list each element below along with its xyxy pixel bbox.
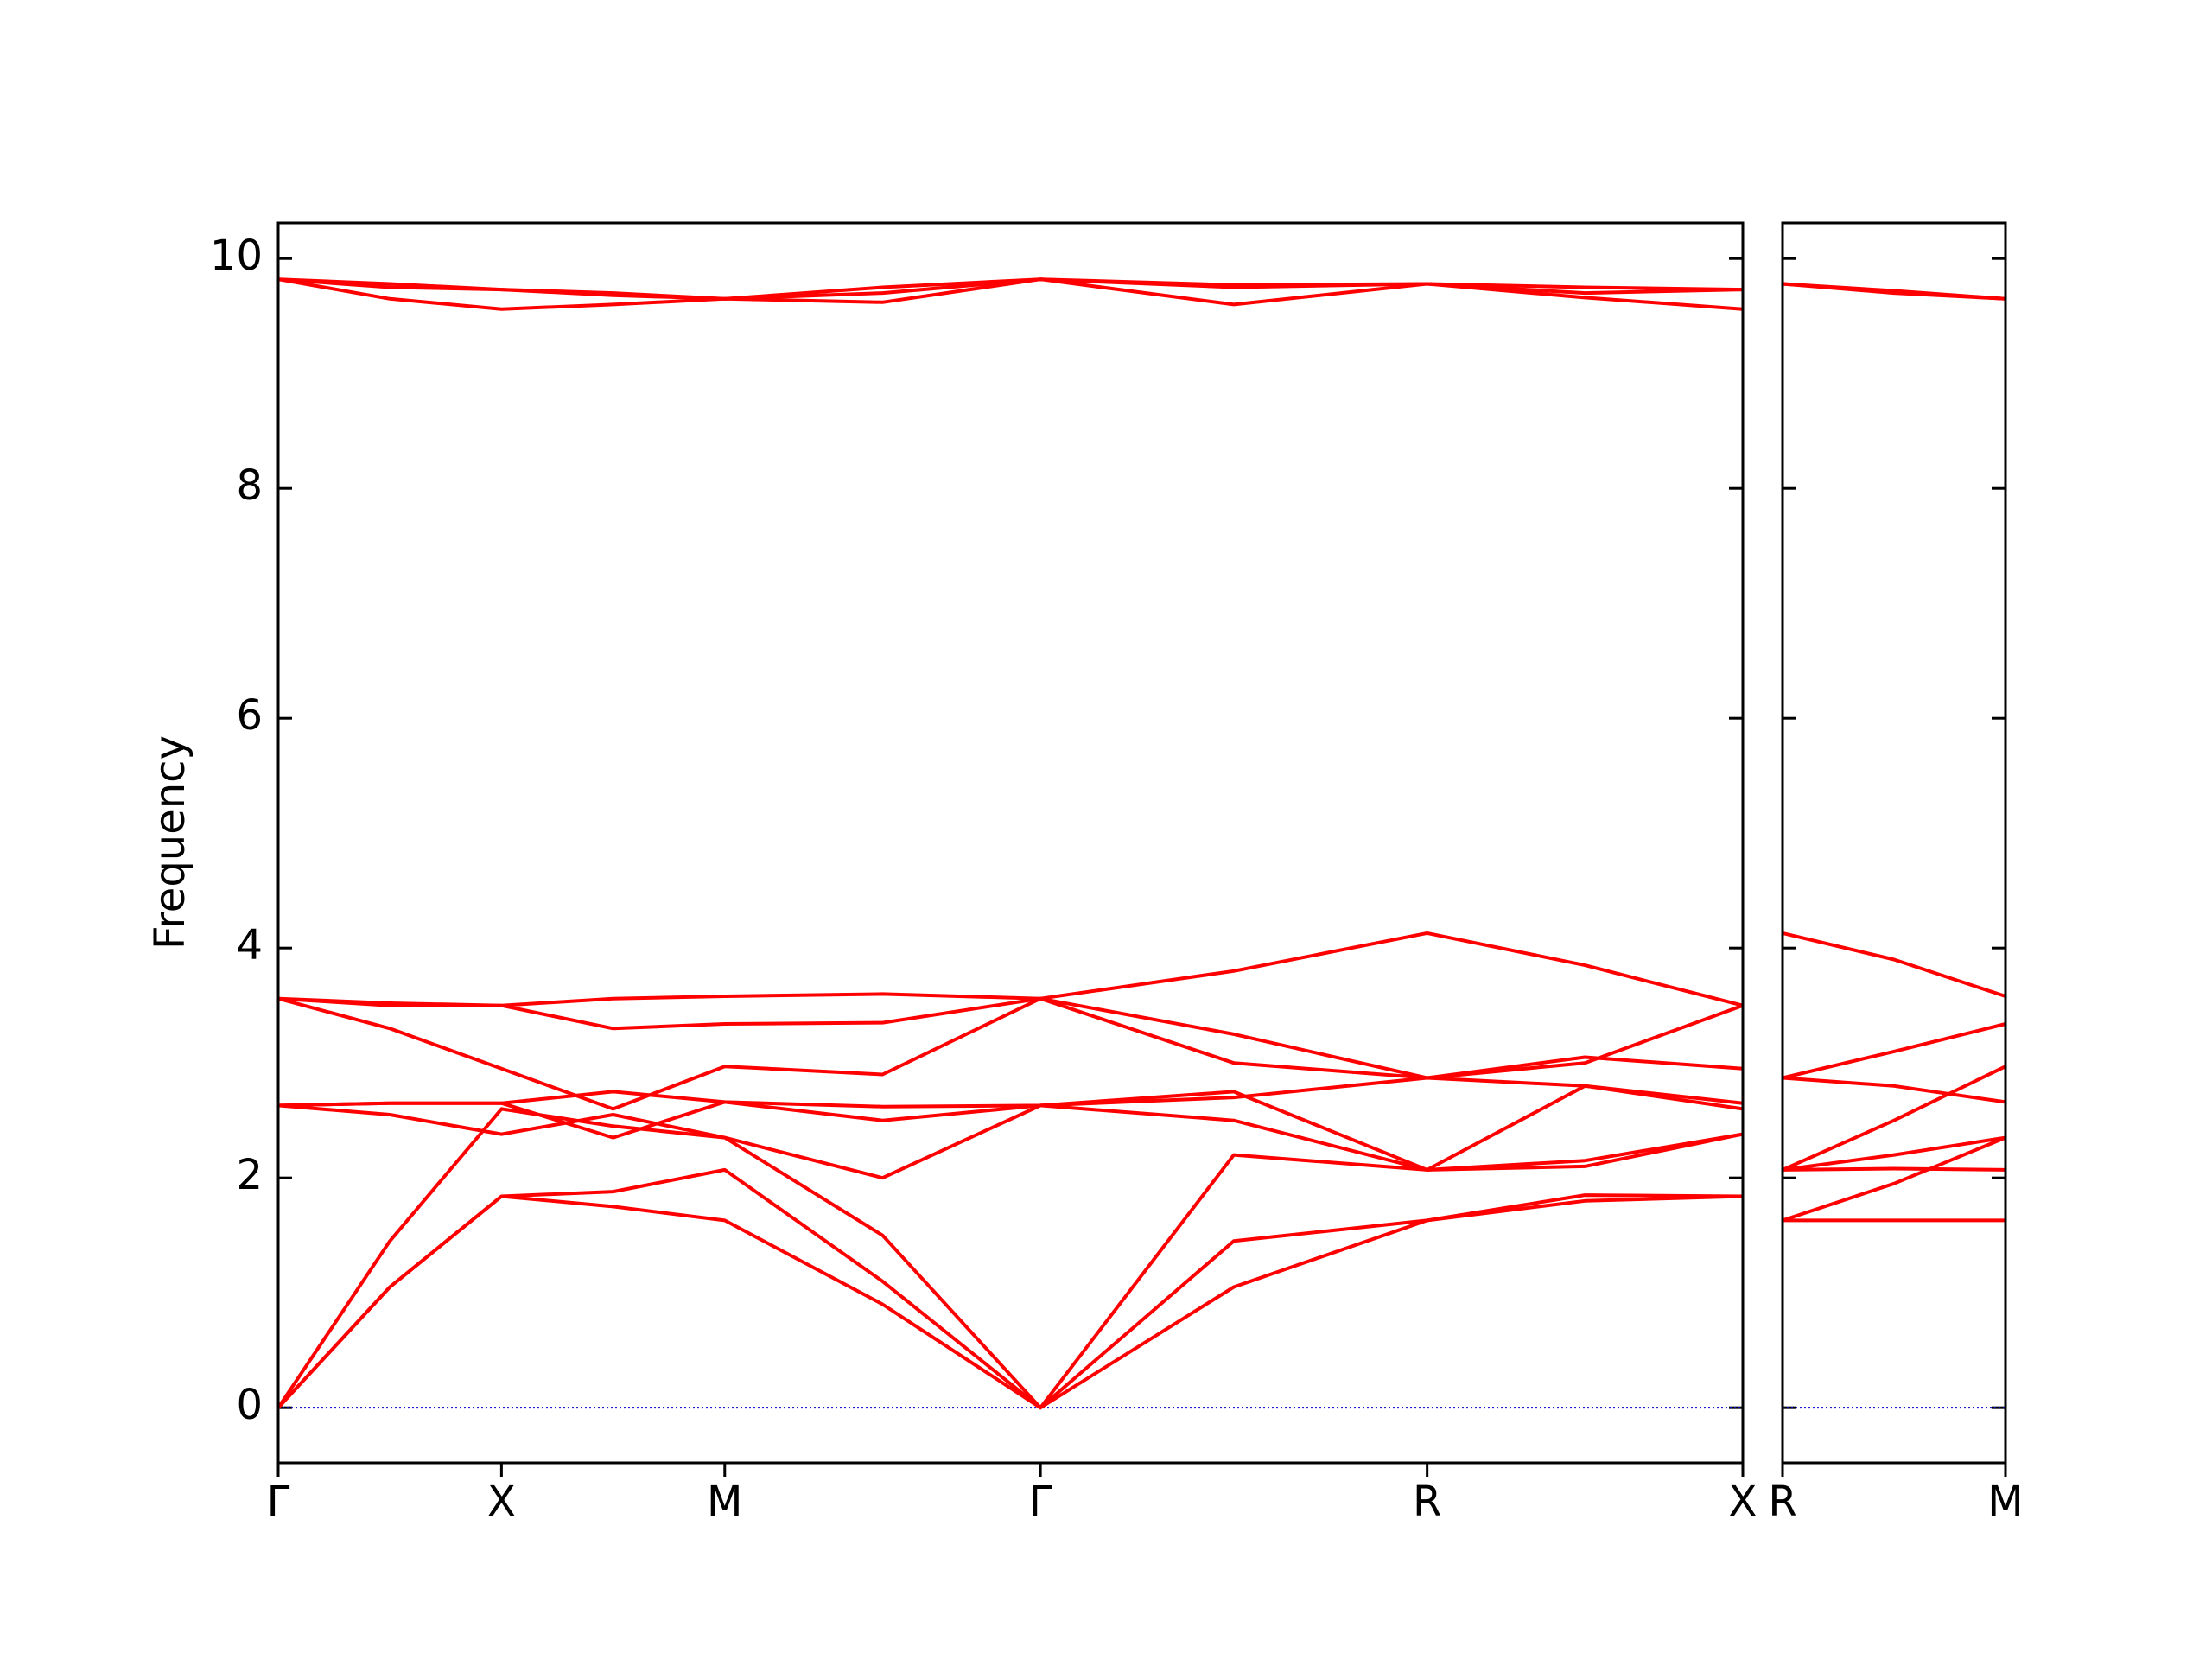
band-line <box>1782 1166 2006 1172</box>
x-tick-label: M <box>1987 1478 2023 1526</box>
x-tick-label: Γ <box>1029 1478 1052 1526</box>
x-tick-label: X <box>1729 1478 1758 1526</box>
y-tick-label: 6 <box>236 691 263 740</box>
band-line <box>1782 1135 2006 1223</box>
band-line <box>1782 1076 2006 1104</box>
band-line <box>277 931 1744 1007</box>
y-tick-label: 2 <box>236 1151 263 1199</box>
band-line <box>1782 282 2006 301</box>
band-line <box>277 1076 1744 1109</box>
band-line <box>277 1084 1744 1172</box>
y-tick-label: 8 <box>236 461 263 510</box>
band-line <box>1782 931 2006 998</box>
band-line <box>277 996 1744 1111</box>
plot-frame <box>1781 221 2007 1465</box>
plot-frame <box>276 221 1745 1465</box>
x-tick-label: R <box>1413 1478 1441 1526</box>
y-tick-label: 10 <box>210 232 263 280</box>
y-axis-label: Frequency <box>146 735 194 950</box>
band-line <box>1782 1022 2006 1080</box>
band-line <box>1782 1135 2006 1172</box>
band-line <box>277 1090 1744 1180</box>
band-line <box>276 1167 1744 1410</box>
band-line <box>277 277 1744 301</box>
y-tick-label: 0 <box>236 1381 263 1429</box>
band-line <box>276 1107 1744 1410</box>
y-tick-label: 4 <box>236 921 263 969</box>
x-tick-label: Γ <box>267 1478 290 1526</box>
x-tick-label: M <box>707 1478 742 1526</box>
x-tick-label: R <box>1768 1478 1796 1526</box>
x-tick-label: X <box>487 1478 516 1526</box>
band-line <box>277 277 1744 311</box>
band-line <box>1782 1065 2006 1172</box>
